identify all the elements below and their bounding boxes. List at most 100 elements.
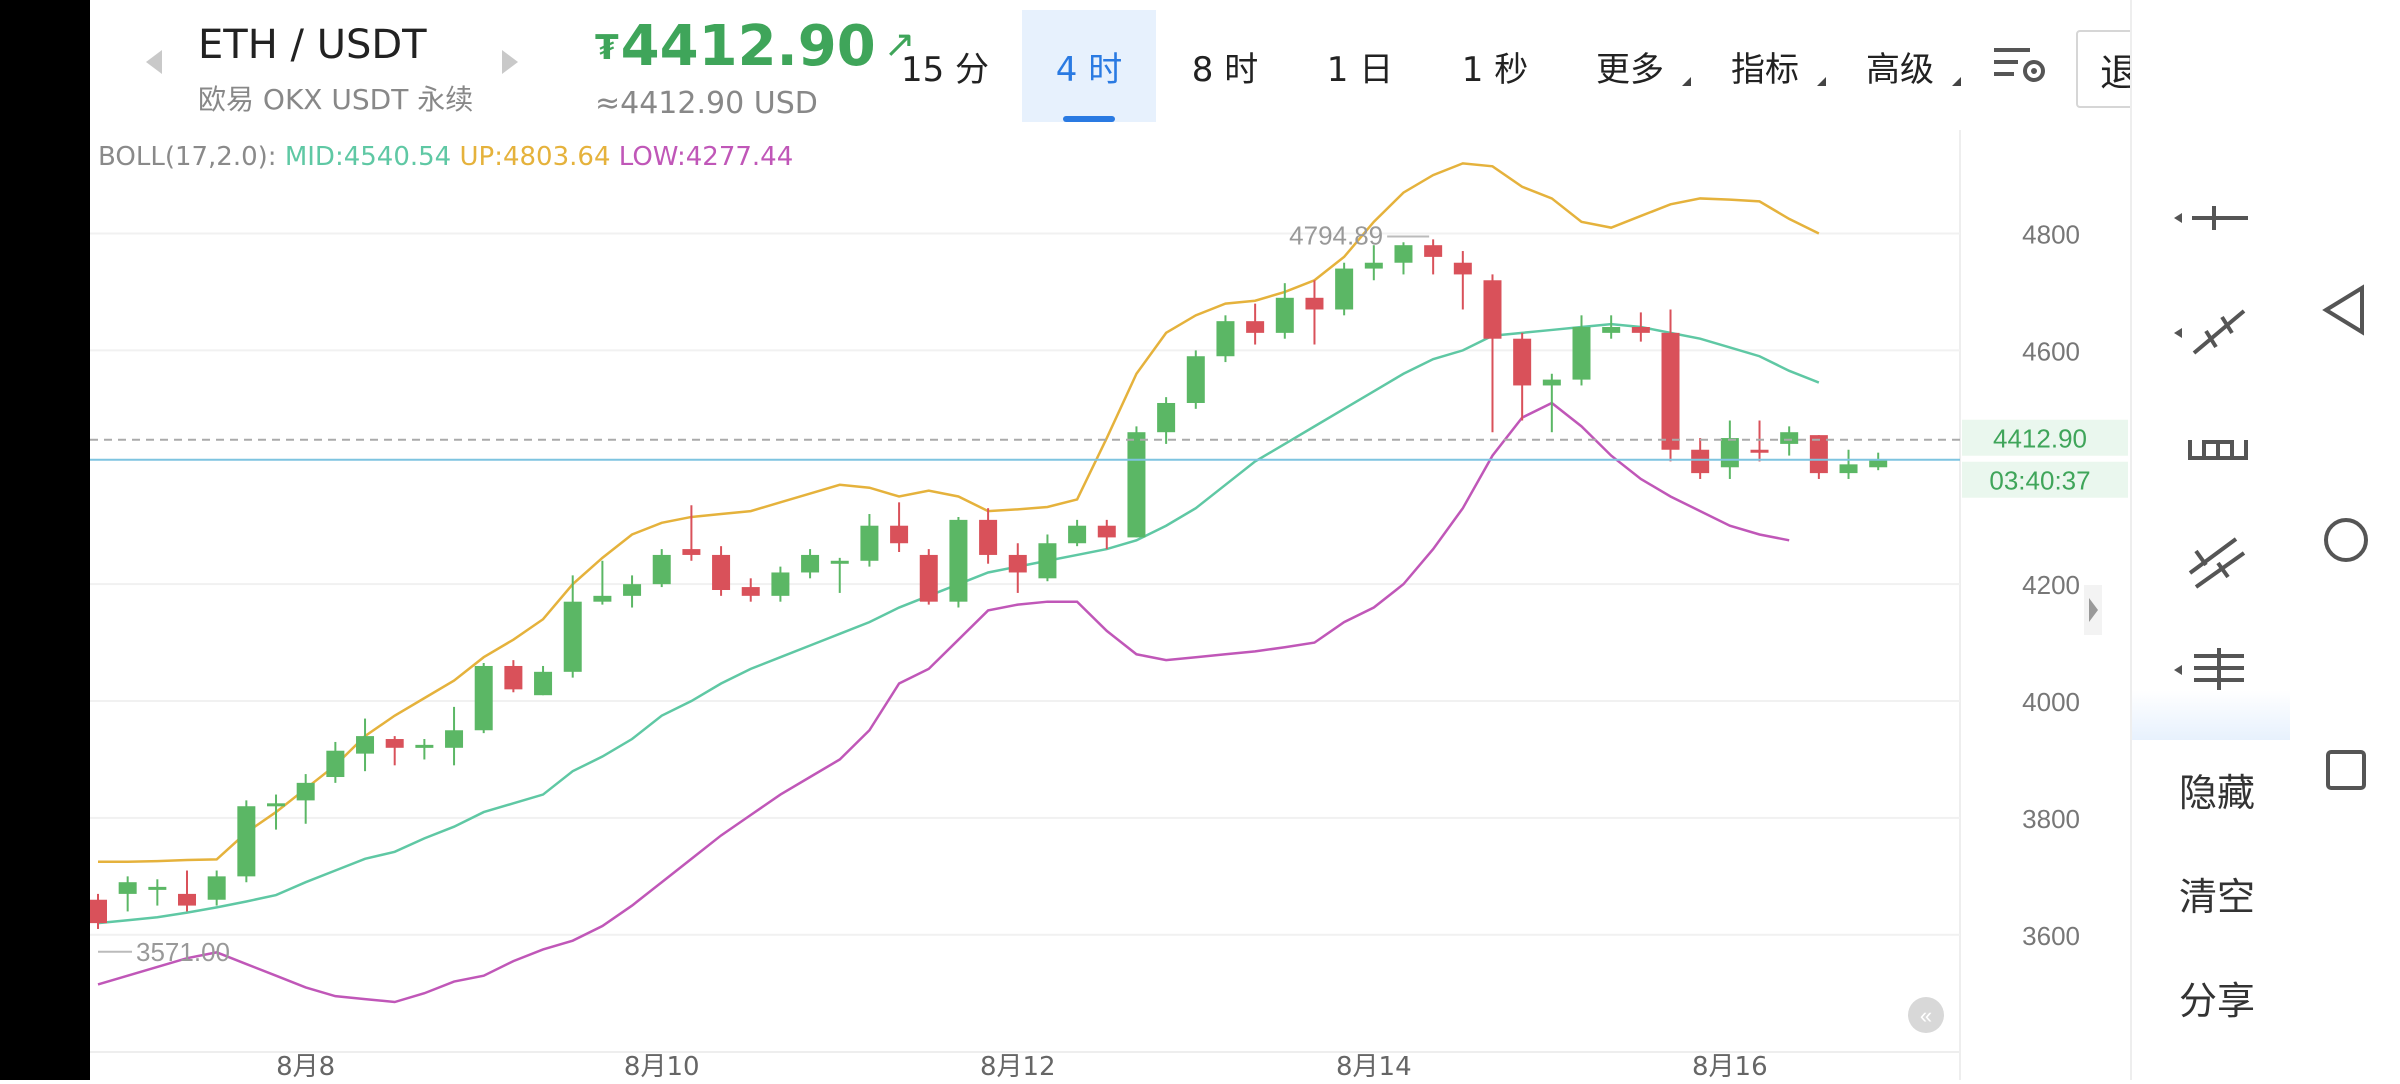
price-tag-bg <box>1962 419 2128 456</box>
y-tick-label: 4600 <box>2022 336 2080 366</box>
recents-nav-icon[interactable] <box>2326 750 2366 790</box>
home-nav-icon[interactable] <box>2324 518 2368 562</box>
candle <box>1720 420 1739 479</box>
candle-body <box>1216 321 1235 357</box>
candle-body <box>1691 449 1710 474</box>
candle <box>148 879 167 906</box>
share-button[interactable]: 分享 <box>2178 979 2255 1023</box>
chart-area[interactable]: 4412.90 03:40:37 4794.89 3571.00 « 3600 3800 4… <box>90 130 2290 1080</box>
candle-body <box>1186 356 1205 403</box>
tab-1d[interactable]: 1 日 <box>1295 10 1425 122</box>
last-price: ₮4412.90 ↗ <box>595 14 916 79</box>
candle-body <box>890 525 909 544</box>
candle-body <box>1424 245 1443 257</box>
candle <box>474 663 493 734</box>
candle <box>949 516 968 608</box>
candle <box>1335 262 1354 316</box>
candle <box>1275 283 1294 339</box>
candle <box>1305 280 1324 345</box>
indicators-dropdown[interactable]: 指标 <box>1700 10 1830 122</box>
candle-body <box>237 806 256 877</box>
candle-body <box>267 803 286 807</box>
candle <box>1364 245 1383 281</box>
candle-body <box>1246 321 1265 333</box>
candle-body <box>1068 525 1087 544</box>
candle <box>860 514 879 567</box>
tab-4h[interactable]: 4 时 <box>1022 10 1156 122</box>
candle <box>1453 251 1472 310</box>
price-up-arrow-icon: ↗ <box>883 22 916 66</box>
tab-label: 8 时 <box>1191 49 1259 90</box>
candle-body <box>593 595 612 602</box>
candle <box>890 502 909 553</box>
boll-low: LOW:4277.44 <box>618 142 794 172</box>
candle-body <box>90 899 107 924</box>
candle-body <box>1008 554 1027 573</box>
candle <box>652 549 671 588</box>
candle <box>1839 449 1858 479</box>
candlestick-chart[interactable]: 4412.90 03:40:37 4794.89 3571.00 « 3600 3800 4… <box>90 130 2130 1080</box>
candle <box>267 794 286 830</box>
pair-title[interactable]: ETH / USDT <box>198 22 427 68</box>
candle <box>90 893 107 929</box>
chart-settings-icon[interactable] <box>1992 44 2048 84</box>
tab-label: 4 时 <box>1055 49 1123 90</box>
candle-body <box>623 584 642 596</box>
candle <box>1424 239 1443 275</box>
candle-body <box>1127 432 1146 538</box>
candle <box>830 557 849 593</box>
tether-symbol: ₮ <box>595 28 619 68</box>
candle-body <box>356 736 375 754</box>
candle-body <box>771 572 790 596</box>
more-dropdown[interactable]: 更多 <box>1565 10 1695 122</box>
candle <box>1097 519 1116 550</box>
candle <box>207 870 226 906</box>
candle <box>1038 534 1057 582</box>
candle <box>623 575 642 608</box>
back-nav-icon[interactable] <box>2322 284 2364 336</box>
candle-body <box>919 554 938 602</box>
tab-1s[interactable]: 1 秒 <box>1430 10 1560 122</box>
candle <box>712 546 731 596</box>
candle <box>1246 303 1265 345</box>
y-tick-label: 4200 <box>2022 570 2080 600</box>
tab-label: 指标 <box>1731 49 1799 90</box>
candle-body <box>1394 245 1413 263</box>
candle <box>1008 543 1027 593</box>
scroll-latest-button <box>1908 997 1944 1033</box>
high-marker-label: 4794.89 <box>1289 220 1383 250</box>
boll-mid: MID:4540.54 <box>284 142 452 172</box>
tab-15m[interactable]: 15 分 <box>890 10 1000 122</box>
clear-button[interactable]: 清空 <box>2178 875 2255 919</box>
system-navigation-bar <box>2290 0 2400 1080</box>
previous-pair-arrow-icon[interactable] <box>146 50 162 74</box>
candle <box>1394 242 1413 275</box>
horizontal-ray-tool[interactable] <box>2132 170 2302 270</box>
boll-legend: BOLL(17,2.0): MID:4540.54 UP:4803.64 LOW… <box>98 142 793 172</box>
candle <box>682 505 701 561</box>
ruler-tool[interactable] <box>2132 400 2302 500</box>
candle <box>1513 332 1532 421</box>
candle <box>1127 426 1146 538</box>
candle <box>1780 426 1799 456</box>
trend-line-tool[interactable] <box>2132 285 2302 385</box>
advanced-dropdown[interactable]: 高级 <box>1835 10 1965 122</box>
candle-body <box>1513 338 1532 386</box>
x-tick-label: 8月12 <box>980 1052 1056 1080</box>
header: ETH / USDT 欧易 OKX USDT 永续 ₮4412.90 ↗ ≈441… <box>90 0 2290 130</box>
candle-body <box>1602 327 1621 333</box>
parallel-channel-icon <box>2188 537 2246 589</box>
price-usd: ≈4412.90 USD <box>595 86 818 121</box>
next-pair-arrow-icon[interactable] <box>502 50 518 74</box>
trend-line-icon <box>2174 309 2246 355</box>
candle-body <box>563 601 582 672</box>
horizontal-ray-icon <box>2174 206 2248 230</box>
tab-8h[interactable]: 8 时 <box>1160 10 1290 122</box>
hide-button[interactable]: 隐藏 <box>2178 771 2255 815</box>
y-tick-label: 4800 <box>2022 220 2080 250</box>
candle <box>1572 315 1591 386</box>
y-tick-label: 4000 <box>2022 687 2080 717</box>
candle <box>1186 350 1205 409</box>
parallel-channel-tool[interactable] <box>2132 515 2302 615</box>
toolbar-scroll-fade <box>2132 690 2302 740</box>
